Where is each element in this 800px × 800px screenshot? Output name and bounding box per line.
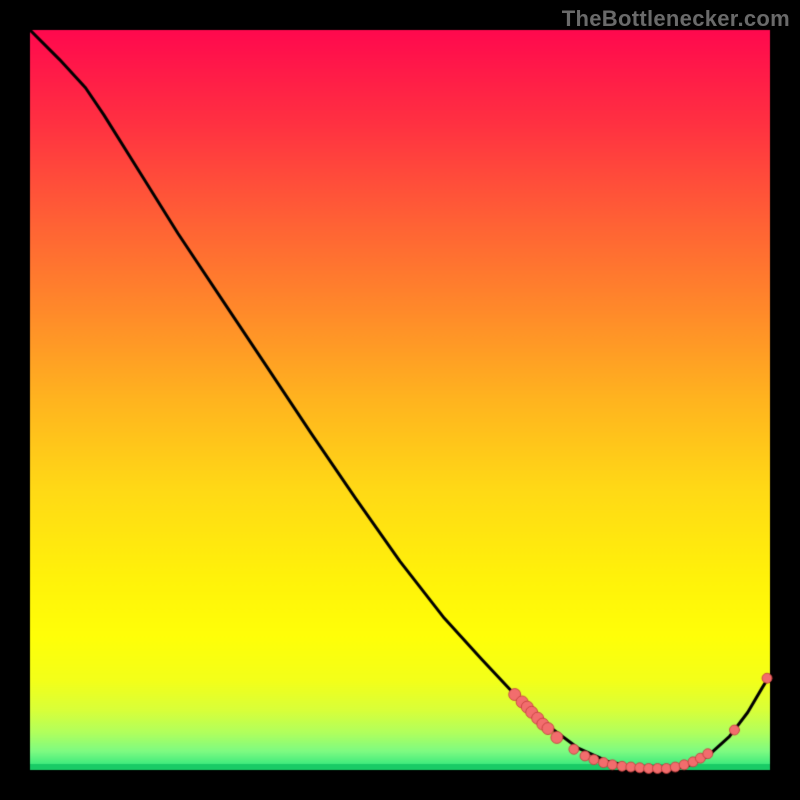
chart-container: { "watermark": { "text": "TheBottlenecke… — [0, 0, 800, 800]
bottleneck-chart — [0, 0, 800, 800]
watermark-text: TheBottlenecker.com — [562, 6, 790, 32]
